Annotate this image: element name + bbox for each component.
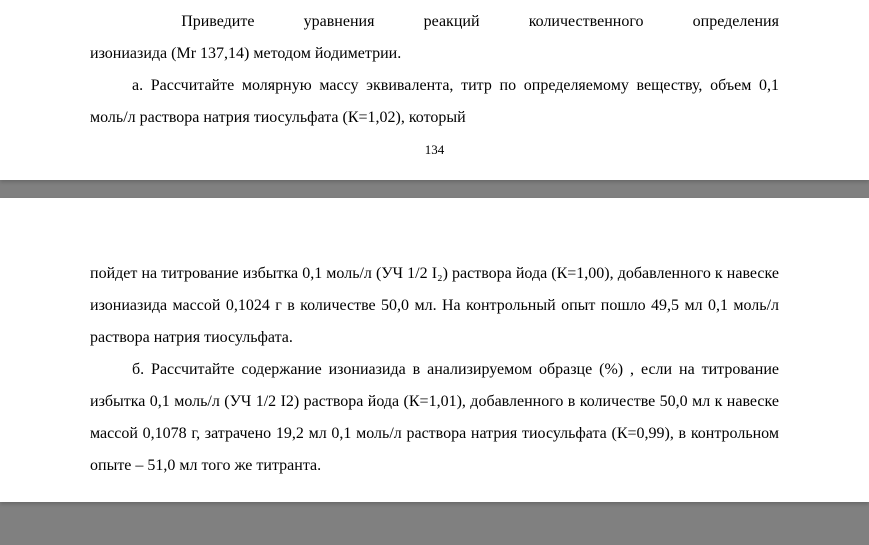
page-bottom: пойдет на титрование избытка 0,1 моль/л …	[0, 198, 869, 502]
paragraph-2: а. Рассчитайте молярную массу эквивалент…	[90, 70, 779, 134]
paragraph-1-line-1: Приведите уравнения реакций количественн…	[90, 6, 779, 38]
word: количественного	[529, 6, 644, 38]
word: уравнения	[304, 6, 375, 38]
paragraph-4: б. Рассчитайте содержание изониазида в а…	[90, 354, 779, 482]
paragraph-3: пойдет на титрование избытка 0,1 моль/л …	[90, 258, 779, 354]
page-number: 134	[90, 142, 779, 158]
word: определения	[693, 6, 779, 38]
paragraph-1-rest: изониазида (Mr 137,14) методом йодиметри…	[90, 38, 779, 70]
page-top: Приведите уравнения реакций количественн…	[0, 0, 869, 180]
word: реакций	[424, 6, 480, 38]
word: Приведите	[181, 6, 254, 38]
